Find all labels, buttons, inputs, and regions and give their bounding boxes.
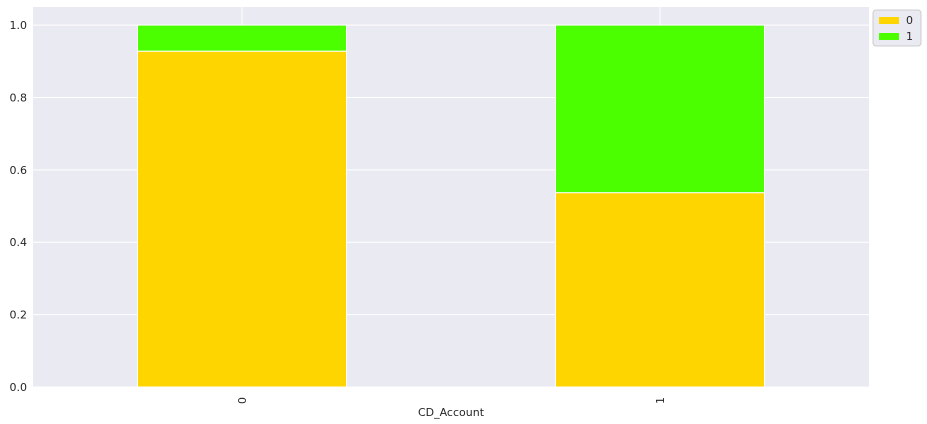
x-tick-label: 1 — [654, 397, 667, 404]
y-tick-label: 0.8 — [10, 91, 28, 104]
bar-0-series-1 — [137, 24, 347, 52]
bar-1-series-0 — [555, 192, 765, 388]
bar-1-series-1 — [555, 24, 765, 194]
bars — [137, 24, 765, 388]
y-tick-label: 0.0 — [10, 381, 28, 394]
legend: 01 — [872, 9, 922, 47]
legend-swatch-1 — [879, 33, 899, 40]
y-tick-label: 1.0 — [10, 19, 28, 32]
y-tick-label: 0.6 — [10, 164, 28, 177]
y-tick-label: 0.4 — [10, 236, 28, 249]
legend-label-1: 1 — [906, 30, 913, 43]
legend-label-0: 0 — [906, 14, 913, 27]
y-tick-labels: 0.0 0.2 0.4 0.6 0.8 1.0 — [10, 19, 28, 394]
x-tick-label: 0 — [236, 397, 249, 404]
legend-swatch-0 — [879, 17, 899, 24]
y-tick-label: 0.2 — [10, 309, 28, 322]
bar-0-series-0 — [137, 50, 347, 388]
x-axis-label: CD_Account — [418, 406, 485, 419]
legend-frame — [872, 9, 922, 47]
